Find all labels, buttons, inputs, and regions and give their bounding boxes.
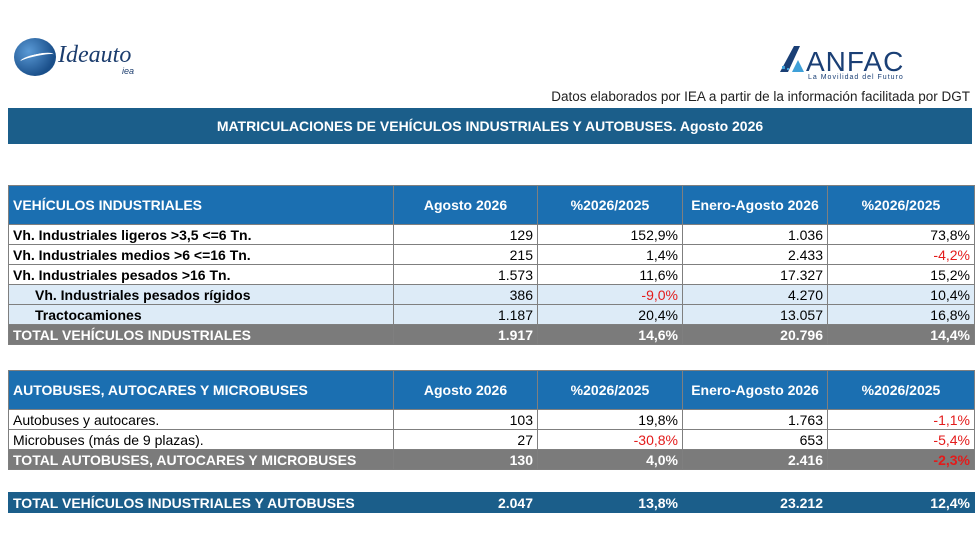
anfac-mark-icon — [780, 46, 804, 72]
value-cell: 215 — [393, 244, 538, 265]
value-cell: 2.433 — [682, 244, 828, 265]
table-header: VEHÍCULOS INDUSTRIALES Agosto 2026 %2026… — [8, 185, 975, 225]
anfac-logo-tagline: La Movilidad del Futuro — [808, 74, 904, 81]
value-cell: -30,8% — [537, 429, 683, 450]
value-cell: -1,1% — [827, 409, 975, 430]
row-label: Vh. Industriales pesados >16 Tn. — [8, 264, 394, 285]
value-cell: 10,4% — [827, 284, 975, 305]
value-cell: 1.187 — [393, 304, 538, 325]
table-row: Vh. Industriales medios >6 <=16 Tn. 215 … — [8, 244, 975, 265]
row-label: Tractocamiones — [8, 304, 394, 325]
value-cell: -9,0% — [537, 284, 683, 305]
header-cell: %2026/2025 — [537, 370, 683, 410]
value-cell: 15,2% — [827, 264, 975, 285]
row-label: Microbuses (más de 9 plazas). — [8, 429, 394, 450]
row-label: TOTAL AUTOBUSES, AUTOCARES Y MICROBUSES — [8, 449, 394, 470]
report-title: MATRICULACIONES DE VEHÍCULOS INDUSTRIALE… — [8, 108, 972, 144]
source-note: Datos elaborados por IEA a partir de la … — [551, 89, 970, 104]
ideauto-logo-name: Ideauto — [58, 42, 132, 68]
value-cell: 130 — [393, 449, 538, 470]
value-cell: 11,6% — [537, 264, 683, 285]
value-cell: 1,4% — [537, 244, 683, 265]
value-cell: 73,8% — [827, 224, 975, 245]
table-row: Vh. Industriales ligeros >3,5 <=6 Tn. 12… — [8, 224, 975, 245]
value-cell: -5,4% — [827, 429, 975, 450]
value-cell: 653 — [682, 429, 828, 450]
ideauto-logo: Ideauto iea — [14, 36, 164, 80]
globe-icon — [14, 38, 56, 76]
row-label: Autobuses y autocares. — [8, 409, 394, 430]
value-cell: 386 — [393, 284, 538, 305]
value-cell: -4,2% — [827, 244, 975, 265]
header-cell: %2026/2025 — [827, 370, 975, 410]
value-cell: 27 — [393, 429, 538, 450]
value-cell: 2.416 — [682, 449, 828, 470]
value-cell: 19,8% — [537, 409, 683, 430]
table-header: AUTOBUSES, AUTOCARES Y MICROBUSES Agosto… — [8, 370, 975, 410]
value-cell: 4,0% — [537, 449, 683, 470]
value-cell: 129 — [393, 224, 538, 245]
value-cell: 12,4% — [827, 492, 975, 513]
row-label: Vh. Industriales pesados rígidos — [8, 284, 394, 305]
row-label: Vh. Industriales medios >6 <=16 Tn. — [8, 244, 394, 265]
value-cell: 23.212 — [682, 492, 828, 513]
value-cell: 17.327 — [682, 264, 828, 285]
value-cell: 2.047 — [393, 492, 538, 513]
anfac-logo: ANFAC La Movilidad del Futuro — [778, 44, 938, 84]
header-cell: AUTOBUSES, AUTOCARES Y MICROBUSES — [8, 370, 394, 410]
total-row: TOTAL AUTOBUSES, AUTOCARES Y MICROBUSES … — [8, 449, 975, 470]
value-cell: 152,9% — [537, 224, 683, 245]
value-cell: 1.763 — [682, 409, 828, 430]
table-row: Tractocamiones 1.187 20,4% 13.057 16,8% — [8, 304, 975, 325]
value-cell: -2,3% — [827, 449, 975, 470]
header-cell: Enero-Agosto 2026 — [682, 370, 828, 410]
grand-total-row: TOTAL VEHÍCULOS INDUSTRIALES Y AUTOBUSES… — [8, 492, 975, 513]
table-row: Autobuses y autocares. 103 19,8% 1.763 -… — [8, 409, 975, 430]
value-cell: 1.917 — [393, 324, 538, 345]
anfac-logo-name: ANFAC — [806, 46, 905, 77]
header-cell: VEHÍCULOS INDUSTRIALES — [8, 185, 394, 225]
grand-total-table: TOTAL VEHÍCULOS INDUSTRIALES Y AUTOBUSES… — [8, 492, 975, 513]
buses-table: AUTOBUSES, AUTOCARES Y MICROBUSES Agosto… — [8, 370, 975, 470]
value-cell: 1.573 — [393, 264, 538, 285]
value-cell: 20,4% — [537, 304, 683, 325]
header-cell: %2026/2025 — [827, 185, 975, 225]
value-cell: 4.270 — [682, 284, 828, 305]
row-label: TOTAL VEHÍCULOS INDUSTRIALES Y AUTOBUSES — [8, 492, 394, 513]
value-cell: 16,8% — [827, 304, 975, 325]
table-row: Vh. Industriales pesados rígidos 386 -9,… — [8, 284, 975, 305]
industrial-vehicles-table: VEHÍCULOS INDUSTRIALES Agosto 2026 %2026… — [8, 185, 975, 345]
header-cell: Agosto 2026 — [393, 370, 538, 410]
header-cell: Enero-Agosto 2026 — [682, 185, 828, 225]
value-cell: 20.796 — [682, 324, 828, 345]
value-cell: 13,8% — [537, 492, 683, 513]
header-cell: Agosto 2026 — [393, 185, 538, 225]
value-cell: 14,4% — [827, 324, 975, 345]
value-cell: 103 — [393, 409, 538, 430]
value-cell: 14,6% — [537, 324, 683, 345]
table-row: Microbuses (más de 9 plazas). 27 -30,8% … — [8, 429, 975, 450]
table-row: Vh. Industriales pesados >16 Tn. 1.573 1… — [8, 264, 975, 285]
row-label: Vh. Industriales ligeros >3,5 <=6 Tn. — [8, 224, 394, 245]
value-cell: 13.057 — [682, 304, 828, 325]
value-cell: 1.036 — [682, 224, 828, 245]
row-label: TOTAL VEHÍCULOS INDUSTRIALES — [8, 324, 394, 345]
total-row: TOTAL VEHÍCULOS INDUSTRIALES 1.917 14,6%… — [8, 324, 975, 345]
header-cell: %2026/2025 — [537, 185, 683, 225]
ideauto-logo-sub: iea — [122, 66, 135, 76]
